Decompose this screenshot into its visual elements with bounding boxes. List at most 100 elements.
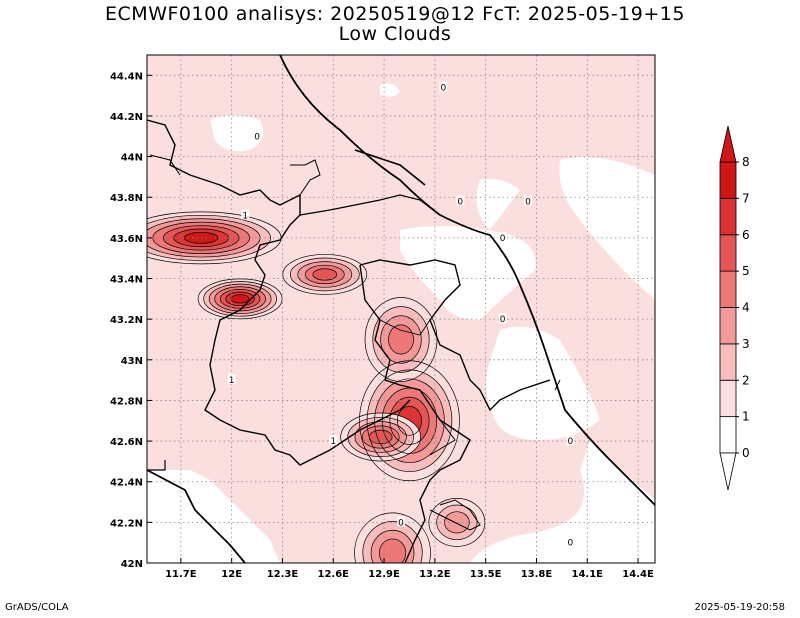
plot-frame bbox=[146, 54, 656, 564]
contour-label: 1 bbox=[242, 212, 248, 222]
x-tick-label: 14.1E bbox=[572, 569, 604, 580]
contour-label: 1 bbox=[229, 376, 235, 386]
contour-label-bg bbox=[253, 130, 262, 141]
x-tick-label: 13.8E bbox=[521, 569, 553, 580]
contour-level-2 bbox=[203, 281, 277, 317]
contour-label: 0 bbox=[398, 518, 404, 528]
x-tick-label: 12.6E bbox=[318, 569, 350, 580]
clear-region bbox=[470, 440, 655, 563]
contour-level-5 bbox=[389, 396, 430, 445]
contour-level-4 bbox=[378, 538, 407, 563]
contour-level-1 bbox=[282, 254, 368, 295]
borders bbox=[147, 55, 655, 563]
region-border bbox=[354, 149, 426, 186]
y-tick-label: 43.6N bbox=[110, 234, 143, 245]
contour-level-1 bbox=[364, 297, 438, 382]
colorbar: 0 1 2 3 4 5 6 7 8 bbox=[719, 125, 750, 491]
x-tick-label: 12.3E bbox=[267, 569, 299, 580]
colorbar-label: 5 bbox=[742, 264, 750, 278]
contour-level-4 bbox=[361, 425, 400, 449]
footer-left: GrADS/COLA bbox=[5, 602, 69, 613]
contour-level-2 bbox=[372, 306, 430, 373]
contour-label-bg bbox=[227, 374, 236, 385]
contour-level-1 bbox=[340, 412, 422, 462]
x-tick-label: 13.5E bbox=[470, 569, 502, 580]
cloud-level-5 bbox=[369, 430, 393, 444]
colorbar-label: 0 bbox=[742, 446, 750, 460]
contour-label-bg bbox=[329, 435, 338, 446]
cloud-level-7 bbox=[231, 294, 249, 304]
contour-label: 0 bbox=[567, 437, 573, 447]
contour-label: 0 bbox=[567, 539, 573, 549]
contour-label-bg bbox=[566, 536, 575, 547]
region-border bbox=[299, 194, 441, 216]
colorbar-label: 3 bbox=[742, 337, 750, 351]
contour-level-1 bbox=[354, 512, 431, 563]
y-tick-label: 42.6N bbox=[110, 437, 143, 448]
y-tick-label: 44.2N bbox=[110, 112, 143, 123]
y-tick-label: 42N bbox=[121, 559, 143, 570]
contour-level-2 bbox=[436, 504, 478, 541]
contour-level-2 bbox=[289, 257, 360, 292]
contour-level-3 bbox=[370, 529, 415, 563]
colorbar-swatch bbox=[719, 161, 737, 199]
contour-level-2 bbox=[347, 416, 414, 458]
colorbar-swatch bbox=[719, 416, 737, 454]
contour-label-bg bbox=[524, 195, 532, 206]
contour-label: 0 bbox=[254, 132, 260, 142]
cloud-level-3 bbox=[444, 511, 470, 534]
contour-label-bg bbox=[241, 209, 250, 220]
chart-title: ECMWF0100 analisys: 20250519@12 FcT: 202… bbox=[105, 3, 685, 25]
clear-region bbox=[380, 83, 400, 97]
region-border bbox=[147, 119, 411, 466]
contour-label-bg bbox=[456, 195, 465, 206]
contour-label: 0 bbox=[500, 234, 506, 244]
colorbar-swatch bbox=[719, 379, 737, 418]
contour-level-4 bbox=[214, 286, 266, 312]
contour-level-4 bbox=[388, 324, 414, 355]
colorbar-label: 2 bbox=[742, 373, 750, 387]
contour-level-5 bbox=[368, 429, 393, 445]
contour-level-3 bbox=[208, 283, 272, 314]
contour-label: 1 bbox=[330, 437, 336, 447]
clear-region bbox=[486, 326, 600, 440]
contour-level-3 bbox=[354, 421, 407, 453]
contour-level-3 bbox=[380, 315, 422, 364]
x-tick-label: 11.7E bbox=[165, 569, 197, 580]
contour-level-5 bbox=[162, 225, 240, 251]
y-tick-label: 43.8N bbox=[110, 193, 143, 204]
clear-region bbox=[476, 178, 520, 230]
colorbar-label: 1 bbox=[742, 410, 750, 424]
contour-label-bg bbox=[397, 516, 405, 527]
cloud-level-4 bbox=[379, 538, 406, 563]
contour-label-bg bbox=[566, 435, 575, 446]
colorbar-label: 8 bbox=[742, 155, 750, 169]
colorbar-swatch bbox=[719, 197, 737, 236]
y-tick-label: 43.4N bbox=[110, 275, 143, 286]
colorbar-label: 4 bbox=[742, 301, 750, 315]
y-tick-label: 42.2N bbox=[110, 518, 143, 529]
contour-label-bg bbox=[498, 313, 507, 324]
colorbar-label: 6 bbox=[742, 228, 750, 242]
y-tick-label: 43N bbox=[121, 356, 143, 367]
contour-level-3 bbox=[374, 378, 445, 463]
cloud-level-5 bbox=[312, 268, 337, 281]
y-tick-label: 44.4N bbox=[110, 71, 143, 82]
y-tick-label: 42.4N bbox=[110, 478, 143, 489]
y-tick-label: 44N bbox=[121, 153, 143, 164]
colorbar-swatch bbox=[719, 234, 737, 272]
province-border bbox=[429, 499, 481, 531]
contour-level-6 bbox=[225, 291, 255, 307]
contour-level-3 bbox=[297, 261, 353, 288]
colorbar-swatch bbox=[719, 343, 737, 381]
contour-label: 0 bbox=[457, 197, 463, 207]
colorbar-swatch bbox=[719, 270, 737, 308]
contour-label: 0 bbox=[525, 197, 531, 207]
contour-level-5 bbox=[219, 289, 261, 309]
clear-region bbox=[147, 470, 280, 563]
y-tick-label: 43.2N bbox=[110, 315, 143, 326]
province-border bbox=[379, 319, 431, 336]
contour-labels: 0 0 0 0 0 0 0 0 0 1 1 1 bbox=[227, 81, 575, 549]
contour-level-2 bbox=[147, 214, 271, 261]
